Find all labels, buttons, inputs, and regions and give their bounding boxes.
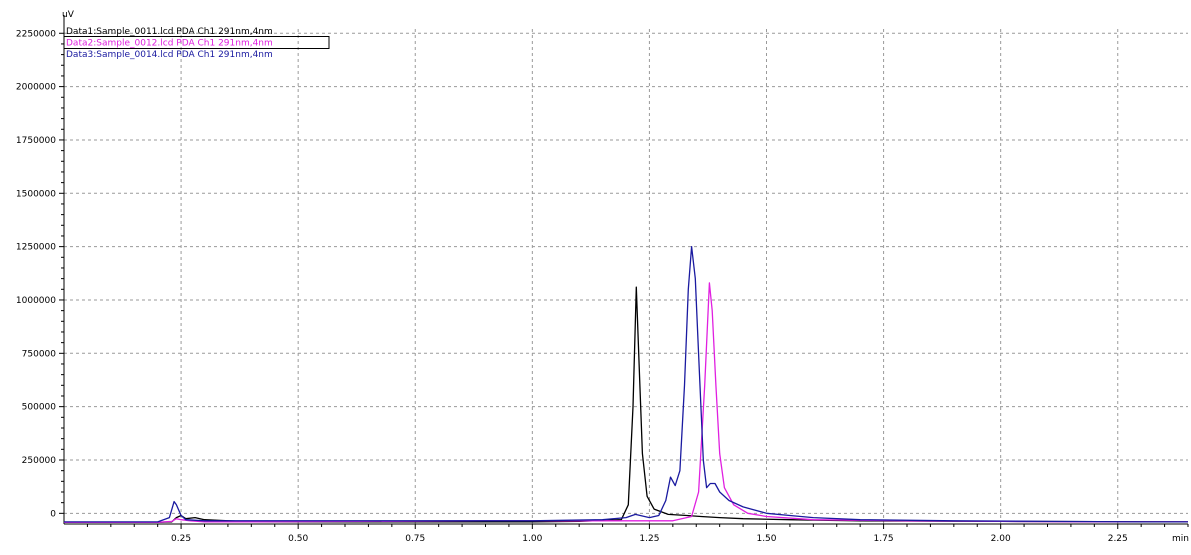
x-tick-label: 1.50 [756, 534, 776, 544]
y-tick-label: 1500000 [16, 189, 56, 199]
y-tick-label: 750000 [22, 349, 57, 359]
grid-layer [64, 29, 1188, 524]
y-tick-label: 2250000 [16, 29, 56, 39]
y-tick-label: 2000000 [16, 83, 56, 93]
x-axis-unit: min [1172, 534, 1189, 544]
x-tick-label: 0.25 [171, 534, 191, 544]
y-axis-unit: uV [62, 10, 75, 20]
y-tick-label: 500000 [22, 403, 57, 413]
x-tick-label: 0.75 [405, 534, 425, 544]
series-line-data3 [64, 245, 1188, 523]
legend: Data1:Sample_0011.lcd PDA Ch1 291nm,4nm D… [63, 27, 330, 60]
y-tick-label: 1000000 [16, 296, 56, 306]
x-tick-label: 1.25 [639, 534, 659, 544]
y-tick-label: 1250000 [16, 243, 56, 253]
y-tick-label: 0 [50, 509, 56, 519]
legend-entry-data1: Data1:Sample_0011.lcd PDA Ch1 291nm,4nm [66, 27, 273, 37]
x-tick-label: 1.00 [522, 534, 542, 544]
y-tick-label: 250000 [22, 456, 57, 466]
legend-entry-data2: Data2:Sample_0012.lcd PDA Ch1 291nm,4nm [66, 39, 273, 49]
series-layer [64, 245, 1189, 523]
x-tick-label: 0.50 [288, 534, 308, 544]
legend-selection-box [63, 36, 330, 49]
x-tick-label: 2.25 [1108, 534, 1128, 544]
x-tick-label: 2.00 [991, 534, 1011, 544]
y-tick-label: 1750000 [16, 136, 56, 146]
axis-layer: 0.25 0.50 0.75 1.00 1.25 1.50 1.75 2.00 2.25 0 250… [16, 15, 1189, 544]
legend-entry-data3: Data3:Sample_0014.lcd PDA Ch1 291nm,4nm [66, 50, 273, 60]
x-tick-label: 1.75 [874, 534, 894, 544]
series-line-data2 [64, 282, 1188, 523]
